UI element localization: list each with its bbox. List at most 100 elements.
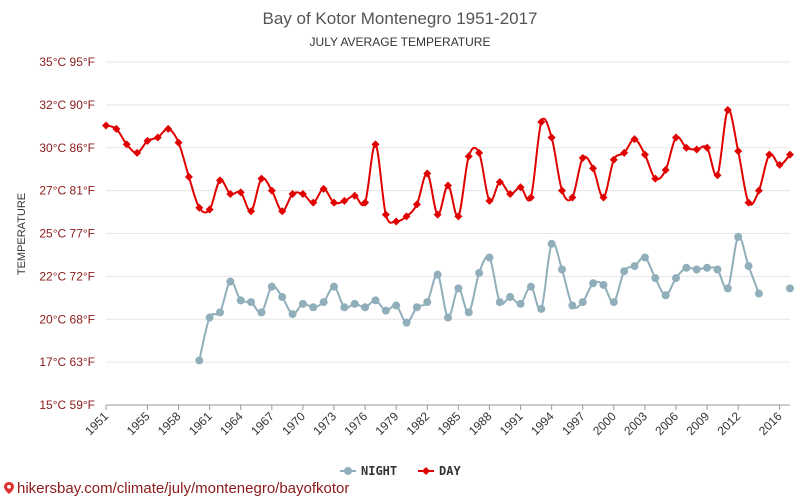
day-point[interactable] <box>630 135 639 144</box>
day-point[interactable] <box>278 207 287 216</box>
night-point[interactable] <box>786 284 794 293</box>
day-point[interactable] <box>412 200 421 209</box>
day-point[interactable] <box>692 145 701 154</box>
day-point[interactable] <box>568 193 577 202</box>
day-point[interactable] <box>454 212 463 221</box>
day-point[interactable] <box>143 136 152 145</box>
day-point[interactable] <box>402 212 411 221</box>
day-point[interactable] <box>153 133 162 142</box>
day-point[interactable] <box>226 190 235 199</box>
night-point[interactable] <box>381 306 390 315</box>
day-point[interactable] <box>589 164 598 173</box>
night-point[interactable] <box>361 303 370 312</box>
day-point[interactable] <box>599 193 608 202</box>
night-point[interactable] <box>640 253 649 262</box>
night-point[interactable] <box>371 296 380 305</box>
night-point[interactable] <box>454 284 463 293</box>
day-point[interactable] <box>620 148 629 157</box>
night-point[interactable] <box>495 298 504 307</box>
day-point[interactable] <box>122 140 131 149</box>
night-point[interactable] <box>578 298 587 307</box>
legend-item-night[interactable]: NIGHT <box>340 464 397 478</box>
night-point[interactable] <box>744 262 753 271</box>
day-point[interactable] <box>516 183 525 192</box>
day-point[interactable] <box>423 169 432 178</box>
day-point[interactable] <box>371 140 380 149</box>
day-point[interactable] <box>164 124 173 133</box>
day-point[interactable] <box>672 133 680 142</box>
night-point[interactable] <box>734 232 743 241</box>
night-point[interactable] <box>288 310 297 319</box>
day-point[interactable] <box>257 174 266 183</box>
day-point[interactable] <box>558 186 566 195</box>
day-point[interactable] <box>319 184 328 193</box>
source-url-text[interactable]: hikersbay.com/climate/july/montenegro/ba… <box>17 480 350 497</box>
night-point[interactable] <box>423 298 432 307</box>
day-point[interactable] <box>547 133 556 142</box>
day-point[interactable] <box>340 196 349 205</box>
day-point[interactable] <box>495 178 504 187</box>
day-point[interactable] <box>485 196 494 205</box>
night-point[interactable] <box>330 282 338 291</box>
day-point[interactable] <box>247 207 256 216</box>
night-point[interactable] <box>195 356 204 365</box>
night-point[interactable] <box>754 289 763 298</box>
night-point[interactable] <box>278 292 287 301</box>
day-point[interactable] <box>174 138 183 147</box>
legend[interactable]: NIGHT DAY <box>340 464 461 478</box>
day-point[interactable] <box>102 121 110 130</box>
day-point[interactable] <box>609 155 618 164</box>
night-point[interactable] <box>392 301 401 310</box>
night-point[interactable] <box>537 304 546 313</box>
night-point[interactable] <box>703 263 712 272</box>
day-point[interactable] <box>205 205 214 214</box>
night-point[interactable] <box>506 292 515 301</box>
day-point[interactable] <box>537 118 546 127</box>
night-point[interactable] <box>350 299 359 308</box>
day-point[interactable] <box>184 172 193 181</box>
day-point[interactable] <box>433 210 442 219</box>
day-point[interactable] <box>578 154 587 163</box>
night-point[interactable] <box>464 308 473 317</box>
night-point[interactable] <box>609 298 618 307</box>
day-point[interactable] <box>330 198 338 207</box>
night-point[interactable] <box>713 265 722 274</box>
night-point[interactable] <box>298 299 307 308</box>
day-point[interactable] <box>744 198 753 207</box>
night-point[interactable] <box>651 274 660 283</box>
night-point[interactable] <box>558 265 566 274</box>
night-point[interactable] <box>216 308 224 317</box>
day-point[interactable] <box>506 190 515 199</box>
day-point[interactable] <box>526 193 535 202</box>
day-point[interactable] <box>381 210 390 219</box>
day-point[interactable] <box>267 186 276 195</box>
legend-item-day[interactable]: DAY <box>418 464 461 478</box>
day-point[interactable] <box>288 190 297 199</box>
night-point[interactable] <box>444 313 452 322</box>
source-link[interactable]: hikersbay.com/climate/july/montenegro/ba… <box>4 480 349 497</box>
day-point[interactable] <box>361 198 370 207</box>
night-point[interactable] <box>547 239 556 248</box>
night-point[interactable] <box>516 299 525 308</box>
night-point[interactable] <box>226 277 235 286</box>
night-point[interactable] <box>682 263 691 272</box>
day-point[interactable] <box>475 148 484 157</box>
day-point[interactable] <box>682 143 691 152</box>
day-point[interactable] <box>464 152 473 161</box>
night-point[interactable] <box>661 291 670 300</box>
day-point[interactable] <box>309 198 318 207</box>
night-point[interactable] <box>599 280 608 289</box>
night-point[interactable] <box>723 284 732 293</box>
day-point[interactable] <box>350 191 359 200</box>
day-point[interactable] <box>765 150 774 159</box>
night-point[interactable] <box>319 298 328 307</box>
day-point[interactable] <box>444 181 452 190</box>
night-point[interactable] <box>620 267 629 276</box>
night-point[interactable] <box>433 270 442 279</box>
night-point[interactable] <box>257 308 266 317</box>
day-point[interactable] <box>195 203 204 212</box>
night-point[interactable] <box>672 274 680 283</box>
day-point[interactable] <box>133 148 142 157</box>
night-point[interactable] <box>526 282 535 291</box>
day-point[interactable] <box>298 190 307 199</box>
